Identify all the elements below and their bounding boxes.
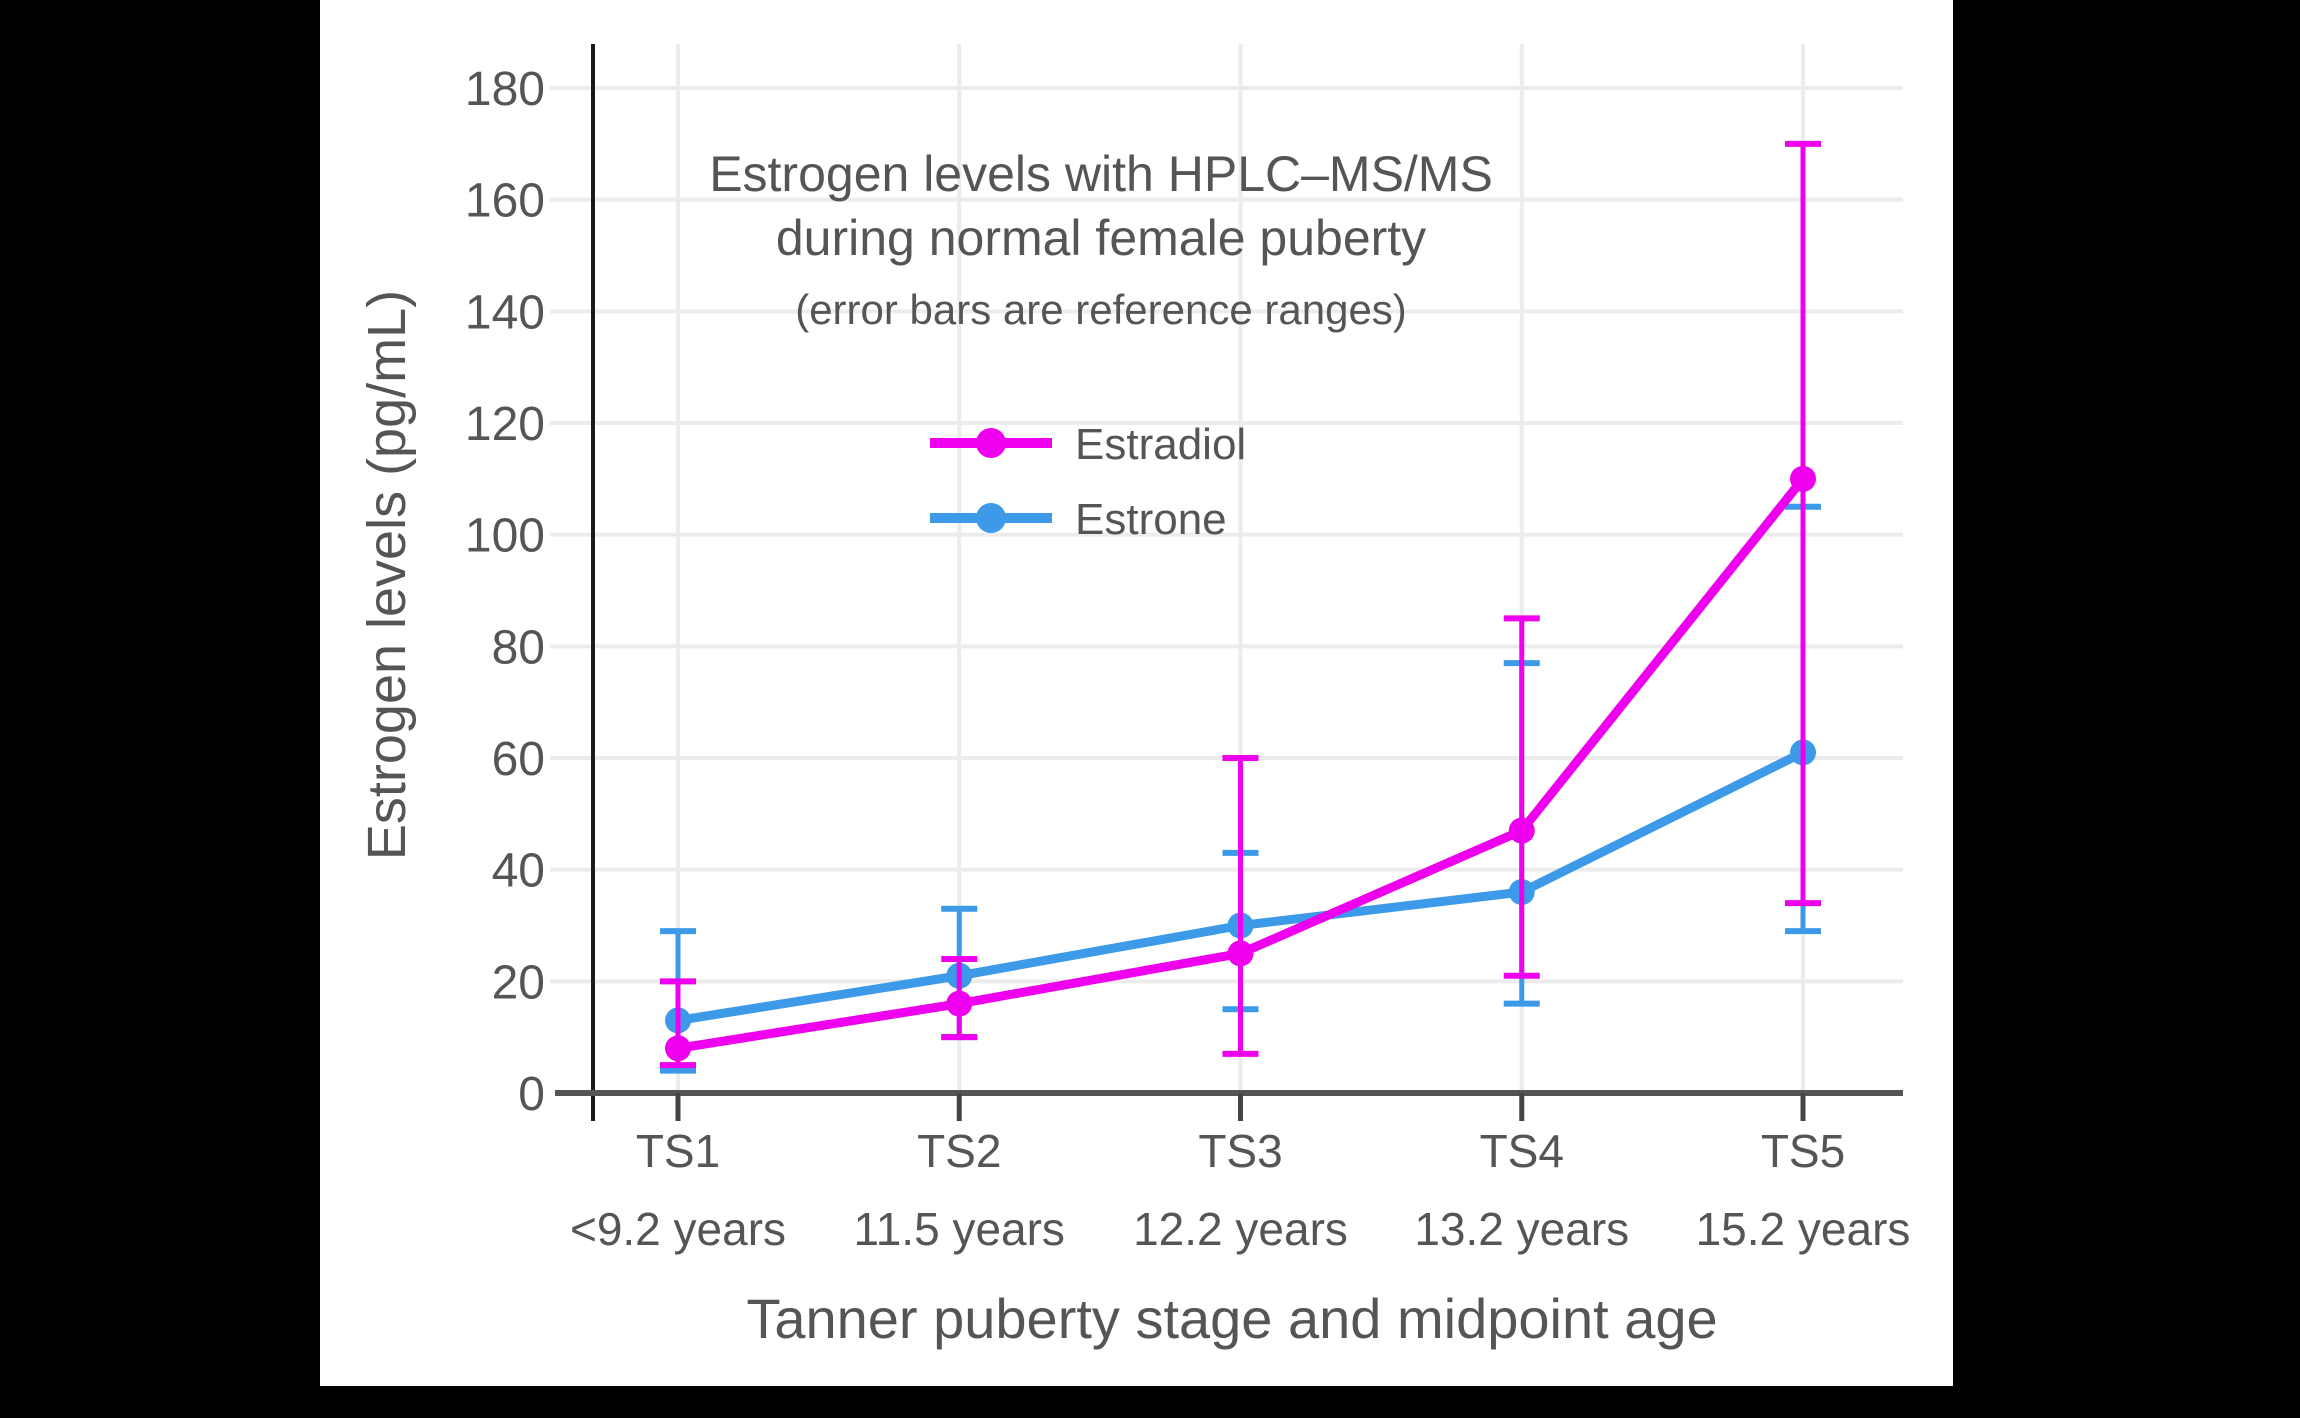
- error-bar-estradiol: [1503, 615, 1540, 979]
- chart-title-line2: during normal female puberty: [776, 210, 1426, 266]
- legend-swatch-dot: [976, 503, 1006, 533]
- legend-swatch-dot: [976, 428, 1006, 458]
- series-estradiol: [660, 140, 1821, 1069]
- y-tick-label: 40: [492, 845, 545, 898]
- axes-layer: [555, 44, 1903, 1121]
- y-tick-label: 80: [492, 621, 545, 674]
- y-tick-label: 120: [465, 398, 545, 451]
- legend-label: Estrone: [1075, 495, 1227, 544]
- x-tick-label-age: 11.5 years: [854, 1203, 1065, 1255]
- x-tick-label-stage: TS2: [917, 1125, 1001, 1177]
- y-tick-label: 140: [465, 286, 545, 339]
- legend: Estradiol Estrone: [930, 420, 1246, 544]
- x-tick-label-age: 12.2 years: [1133, 1203, 1348, 1255]
- x-tick-label-age: 15.2 years: [1696, 1203, 1911, 1255]
- x-tick-label-age: 13.2 years: [1414, 1203, 1629, 1255]
- legend-item-estradiol: Estradiol: [930, 420, 1246, 469]
- series-layer: [660, 140, 1821, 1074]
- data-point-marker-estradiol: [1227, 940, 1254, 967]
- error-bar-estradiol: [1785, 140, 1821, 907]
- y-tick-label: 60: [492, 733, 545, 786]
- legend-item-estrone: Estrone: [930, 495, 1227, 544]
- x-tick-label-age: <9.2 years: [570, 1203, 786, 1255]
- data-point-marker-estradiol: [1790, 465, 1816, 492]
- y-tick-label: 160: [465, 175, 545, 228]
- error-bar-estradiol: [1222, 755, 1259, 1057]
- y-axis-title: Estrogen levels (pg/mL): [357, 290, 417, 860]
- y-tick-label: 0: [518, 1068, 545, 1121]
- x-tick-label-stage: TS5: [1761, 1125, 1845, 1177]
- data-point-marker-estradiol: [946, 990, 973, 1017]
- x-axis-title: Tanner puberty stage and midpoint age: [746, 1287, 1717, 1350]
- x-tick-label-stage: TS3: [1198, 1125, 1282, 1177]
- data-point-marker-estradiol: [1508, 817, 1535, 844]
- y-tick-label: 20: [492, 956, 545, 1009]
- chart-title-line1: Estrogen levels with HPLC–MS/MS: [709, 146, 1493, 202]
- legend-label: Estradiol: [1075, 420, 1246, 469]
- y-tick-label: 100: [465, 510, 545, 563]
- chart-subtitle: (error bars are reference ranges): [795, 286, 1407, 333]
- data-point-marker-estradiol: [665, 1035, 691, 1062]
- x-tick-label-stage: TS1: [636, 1125, 720, 1177]
- tick-labels-layer: 0 20 40 60 80 100 120 140 160 180 TS1 TS2 TS3 TS4 TS5 <…: [465, 63, 1910, 1255]
- x-tick-label-stage: TS4: [1480, 1125, 1564, 1177]
- y-tick-label: 180: [465, 63, 545, 116]
